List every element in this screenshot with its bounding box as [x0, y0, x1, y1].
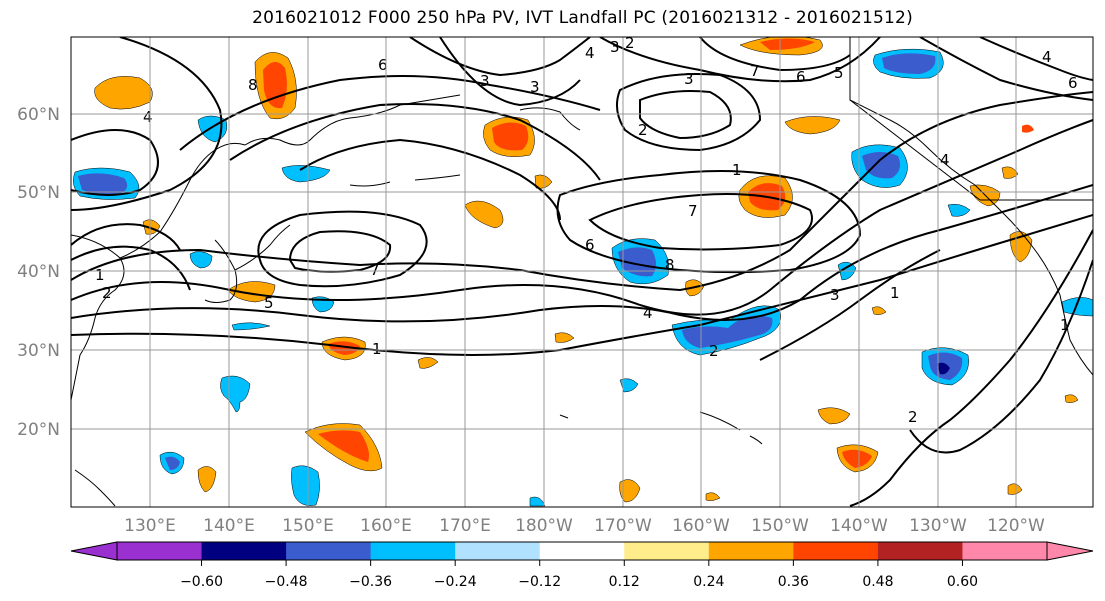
colorbar-tick-label: −0.60	[180, 574, 223, 590]
map-background	[71, 37, 1093, 507]
lon-label: 150°E	[282, 516, 334, 536]
map-frame	[70, 36, 1094, 508]
colorbar-tick-label: 0.24	[693, 574, 724, 590]
contour-label: 6	[378, 56, 388, 74]
contour-label: 8	[248, 76, 258, 94]
latitude-labels: 60°N 50°N 40°N 30°N 20°N	[17, 105, 60, 440]
lon-label: 130°E	[124, 516, 176, 536]
colorbar-segments	[71, 542, 1093, 560]
contour-label: 7	[688, 202, 698, 220]
colorbar-segment	[539, 542, 625, 560]
contour-label: 1	[732, 161, 742, 179]
contour-label: 1	[1060, 316, 1070, 334]
colorbar-tick-label: −0.48	[265, 574, 308, 590]
colorbar-segment	[201, 542, 287, 560]
colorbar-tick-label: −0.12	[518, 574, 561, 590]
contour-label: 6	[1068, 74, 1078, 92]
contour-label: 4	[643, 304, 653, 322]
contour-label: 3	[684, 70, 694, 88]
contour-label: 2	[709, 342, 719, 360]
lon-label: 150°W	[751, 516, 809, 536]
coastlines	[71, 37, 1093, 507]
colorbar-tick-label: 0.36	[778, 574, 809, 590]
colorbar: −0.60 −0.48 −0.36 −0.24 −0.12 0.12 0.24 0.36 0.4…	[70, 541, 1094, 590]
contour-label: 4	[940, 151, 950, 169]
contour-labels: 4 8 7 5 1 6 7 8 4 2 3 1 1 2 3 7 6 5 4 3 …	[95, 34, 1078, 426]
contour-label: 3	[610, 38, 620, 56]
colorbar-tick-label: −0.24	[434, 574, 477, 590]
colorbar-tick-label: 0.48	[862, 574, 893, 590]
lon-label: 170°W	[594, 516, 652, 536]
contour-label: 4	[1042, 48, 1052, 66]
lon-label: 170°E	[439, 516, 491, 536]
contour-label: 2	[102, 284, 112, 302]
contour-label: 1	[890, 284, 900, 302]
colorbar-segment	[117, 542, 203, 560]
colorbar-segment	[455, 542, 541, 560]
lon-label: 120°W	[987, 516, 1045, 536]
contour-label: 3	[830, 286, 840, 304]
colorbar-segment	[71, 542, 117, 560]
longitude-labels: 130°E 140°E 150°E 160°E 170°E 180°W 170°…	[124, 516, 1045, 536]
colorbar-tick-label: −0.36	[349, 574, 392, 590]
lat-label: 40°N	[17, 262, 60, 282]
colorbar-segment	[624, 542, 710, 560]
contour-label: 6	[796, 68, 806, 86]
map-title: 2016021012 F000 250 hPa PV, IVT Landfall…	[252, 8, 913, 28]
contour-label: 7	[370, 261, 380, 279]
colorbar-ticks: −0.60 −0.48 −0.36 −0.24 −0.12 0.12 0.24 0.36 0.4…	[180, 560, 978, 590]
contour-label: 2	[908, 408, 918, 426]
lat-label: 20°N	[17, 420, 60, 440]
gridlines	[71, 37, 1093, 507]
lon-label: 180°W	[515, 516, 573, 536]
lat-label: 50°N	[17, 183, 60, 203]
lon-label: 160°E	[360, 516, 412, 536]
contour-label: 4	[585, 44, 595, 62]
lon-label: 140°W	[830, 516, 888, 536]
contour-label: 2	[638, 121, 648, 139]
colorbar-frame	[116, 541, 1048, 561]
colorbar-segment	[708, 542, 794, 560]
contour-label: 3	[480, 72, 490, 90]
ivt-contours	[71, 37, 1093, 507]
contour-label: 1	[372, 340, 382, 358]
lon-label: 160°W	[672, 516, 730, 536]
contour-label: 6	[585, 236, 595, 254]
colorbar-segment	[370, 542, 456, 560]
contour-label: 3	[530, 78, 540, 96]
contour-label: 5	[264, 294, 274, 312]
contour-label: 7	[750, 62, 760, 80]
colorbar-segment	[877, 542, 963, 560]
colorbar-tick-label: 0.60	[947, 574, 978, 590]
contour-label: 4	[143, 108, 153, 126]
contour-label: 5	[834, 64, 844, 82]
colorbar-segment	[793, 542, 879, 560]
lat-label: 30°N	[17, 341, 60, 361]
lon-label: 130°W	[909, 516, 967, 536]
contour-label: 2	[625, 34, 635, 52]
colorbar-segment	[1047, 542, 1093, 560]
lon-label: 140°E	[203, 516, 255, 536]
contour-label: 1	[95, 266, 105, 284]
colorbar-tick-label: 0.12	[609, 574, 640, 590]
colorbar-segment	[286, 542, 372, 560]
lat-label: 60°N	[17, 105, 60, 125]
contour-label: 8	[665, 256, 675, 274]
colorbar-segment	[962, 542, 1048, 560]
